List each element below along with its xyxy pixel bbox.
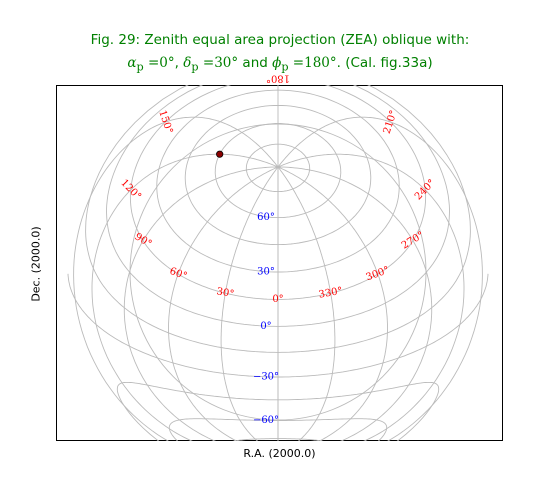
delta-p-subscript: p bbox=[191, 60, 199, 74]
parallel-line bbox=[85, 85, 471, 353]
parallel-line bbox=[232, 438, 324, 441]
meridian-line bbox=[277, 116, 483, 441]
ra-tick-label: 0° bbox=[272, 294, 283, 305]
reference-note: . (Cal. fig.33a) bbox=[336, 55, 433, 71]
meridian-line bbox=[220, 166, 279, 441]
parallel-line bbox=[214, 123, 342, 219]
ra-tick-label: 90° bbox=[133, 231, 154, 250]
separator-comma: , bbox=[174, 55, 184, 71]
position-marker bbox=[216, 150, 224, 158]
separator-and: and bbox=[238, 55, 273, 71]
meridian-line bbox=[91, 153, 279, 441]
projection-boundary bbox=[129, 123, 427, 421]
parallel-line bbox=[67, 273, 278, 378]
ra-tick-label: 210° bbox=[382, 109, 400, 135]
chart-subtitle: αp =0°, δp =30° and ϕp =180°. (Cal. fig.… bbox=[0, 55, 560, 74]
parallel-line bbox=[106, 85, 450, 327]
y-axis-label: Dec. (2000.0) bbox=[29, 226, 43, 302]
alpha-p-value: =0° bbox=[143, 55, 175, 71]
x-axis-label: R.A. (2000.0) bbox=[243, 447, 316, 460]
dec-tick-label: −60° bbox=[253, 415, 279, 426]
parallel-line bbox=[168, 418, 388, 441]
delta-p-value: =30° bbox=[198, 55, 239, 71]
ra-tick-label: 180° bbox=[266, 73, 290, 84]
phi-p-value: =180° bbox=[288, 55, 337, 71]
dec-tick-label: −30° bbox=[253, 372, 279, 383]
parallel-line bbox=[156, 89, 400, 273]
delta-p-symbol: δ bbox=[183, 55, 192, 71]
meridian-line bbox=[73, 116, 279, 441]
parallel-line bbox=[245, 143, 311, 193]
chart-title: Fig. 29: Zenith equal area projection (Z… bbox=[90, 32, 470, 48]
plot-area bbox=[56, 85, 503, 441]
meridian-line bbox=[278, 166, 433, 441]
ra-tick-label: 300° bbox=[365, 265, 391, 284]
parallel-line bbox=[184, 104, 372, 246]
parallel-line bbox=[116, 381, 440, 441]
meridian-line bbox=[277, 166, 336, 441]
dec-tick-label: 60° bbox=[257, 212, 275, 223]
phi-p-subscript: p bbox=[281, 60, 289, 74]
parallel-line bbox=[129, 85, 427, 300]
dec-tick-label: 0° bbox=[260, 321, 271, 332]
ra-tick-label: 30° bbox=[216, 286, 235, 300]
ra-tick-label: 150° bbox=[156, 109, 174, 135]
alpha-p-symbol: α bbox=[127, 55, 137, 71]
ra-tick-label: 270° bbox=[400, 230, 426, 252]
dec-tick-label: 30° bbox=[257, 267, 275, 278]
ra-tick-label: 60° bbox=[168, 266, 188, 282]
meridian-line bbox=[277, 153, 465, 441]
alpha-p-subscript: p bbox=[136, 60, 144, 74]
meridian-line bbox=[123, 166, 278, 441]
ra-tick-label: 330° bbox=[318, 286, 344, 301]
parallel-line bbox=[278, 273, 489, 378]
phi-p-symbol: ϕ bbox=[272, 55, 282, 71]
